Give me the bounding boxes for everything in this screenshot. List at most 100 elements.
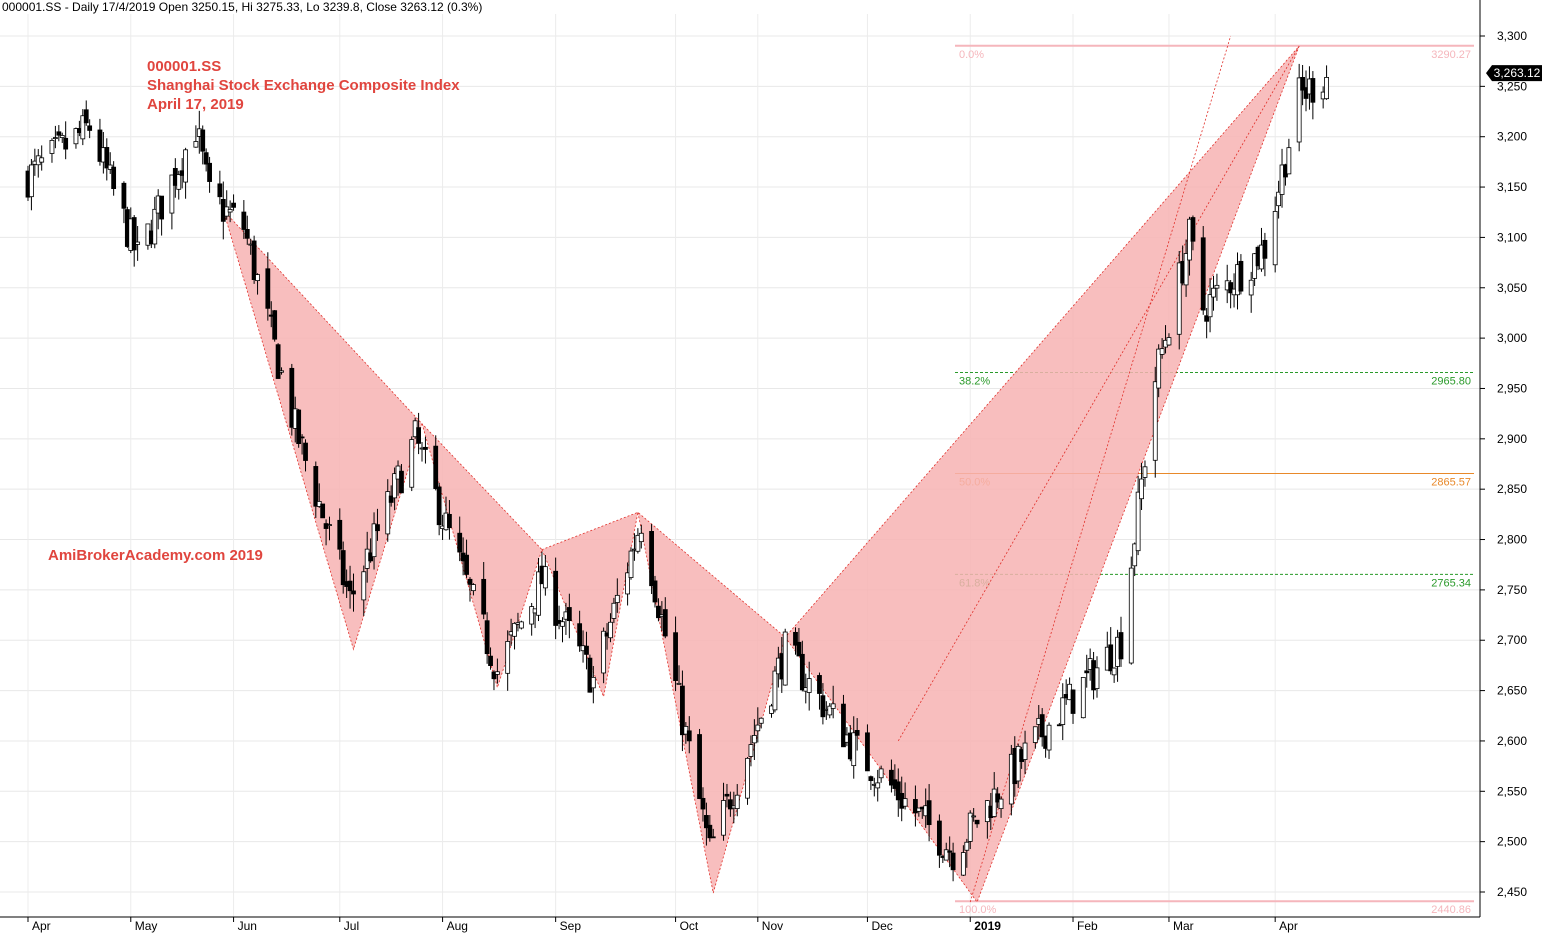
candle-body — [289, 367, 295, 428]
candle-body — [943, 849, 949, 861]
x-tick-label: Dec — [871, 919, 892, 933]
x-tick-label: 2019 — [974, 919, 1001, 933]
fib-value-label: 2865.57 — [1431, 476, 1471, 488]
candle-body — [638, 532, 644, 543]
candle-body — [347, 580, 353, 592]
candle-body — [751, 735, 757, 744]
candle-body — [936, 820, 942, 856]
candle-body — [960, 852, 966, 876]
candle-body — [1300, 77, 1305, 91]
candle-body — [974, 819, 980, 825]
fib-value-label: 2765.34 — [1431, 577, 1471, 589]
candle-body — [1276, 191, 1282, 207]
candle-body — [484, 620, 490, 655]
harmonic-pattern — [222, 35, 1300, 903]
y-tick-label: 3,000 — [1497, 331, 1527, 345]
candle-body — [1139, 478, 1144, 500]
y-tick-label: 3,050 — [1497, 281, 1527, 295]
candle-body — [29, 164, 34, 198]
header-info: 000001.SS - Daily 17/4/2019 Open 3250.15… — [2, 0, 483, 14]
candle-body — [512, 622, 517, 637]
candle-body — [83, 109, 89, 124]
x-tick-label: Oct — [680, 919, 699, 933]
candle-body — [793, 631, 798, 646]
candle-body — [971, 815, 977, 818]
candle-body — [241, 211, 247, 230]
candle-body — [111, 166, 117, 189]
candle-body — [1111, 667, 1117, 676]
candle-body — [758, 717, 764, 724]
candle-body — [1135, 491, 1141, 552]
candle-body — [865, 732, 870, 772]
candle-body — [1296, 77, 1302, 143]
candle-body — [39, 157, 45, 163]
candle-body — [542, 566, 548, 589]
y-tick-label: 2,450 — [1497, 885, 1527, 899]
candle-body — [488, 655, 493, 666]
candle-body — [193, 141, 199, 148]
candle-body — [851, 732, 857, 767]
candle-body — [1152, 381, 1158, 461]
candle-body — [59, 135, 65, 138]
candle-body — [313, 466, 319, 507]
y-tick-label: 2,900 — [1497, 432, 1527, 446]
y-tick-label: 2,950 — [1497, 381, 1527, 395]
candle-body — [1262, 239, 1268, 259]
candle-body — [56, 131, 62, 136]
candle-body — [1286, 147, 1292, 175]
x-tick-label: Sep — [560, 919, 582, 933]
candle-body — [1238, 260, 1244, 292]
y-tick-label: 3,300 — [1497, 29, 1527, 43]
candle-body — [895, 781, 901, 801]
candle-body — [806, 678, 812, 693]
candle-body — [536, 571, 541, 616]
candle-body — [1228, 282, 1234, 294]
candle-body — [375, 524, 380, 532]
candle-body — [303, 442, 308, 461]
candle-body — [399, 470, 404, 494]
candle-body — [913, 799, 918, 814]
candle-body — [1214, 284, 1220, 289]
candle-body — [1190, 217, 1196, 242]
candle-body — [471, 584, 476, 592]
x-tick-label: Feb — [1077, 919, 1098, 933]
candle-body — [207, 162, 212, 182]
candle-body — [392, 473, 398, 499]
candle-body — [52, 137, 58, 139]
x-tick-label: Jun — [238, 919, 257, 933]
candle-body — [868, 776, 874, 782]
candle-body — [697, 734, 702, 799]
candle-body — [457, 532, 463, 553]
candle-body — [97, 129, 103, 162]
candle-body — [152, 208, 158, 245]
candle-body — [1084, 670, 1090, 674]
candle-body — [649, 531, 654, 587]
y-tick-label: 2,850 — [1497, 482, 1527, 496]
fib-pct-label: 0.0% — [959, 49, 984, 61]
candle-body — [505, 641, 511, 674]
y-tick-label: 2,750 — [1497, 583, 1527, 597]
candle-body — [553, 570, 559, 626]
candle-body — [755, 724, 761, 732]
candle-body — [1200, 237, 1206, 311]
candle-body — [447, 513, 452, 529]
candle-body — [131, 217, 137, 251]
x-tick-label: May — [135, 919, 158, 933]
candle-body — [409, 439, 415, 488]
annotation-ticker: 000001.SS — [147, 58, 222, 75]
candle-body — [255, 274, 260, 281]
candle-body — [272, 310, 278, 340]
y-tick-label: 2,800 — [1497, 533, 1527, 547]
candles — [25, 63, 1329, 882]
candle-body — [275, 344, 281, 379]
candle-body — [169, 174, 175, 214]
x-tick-label: Mar — [1173, 919, 1194, 933]
candle-body — [1132, 543, 1138, 567]
candle-body — [217, 183, 223, 198]
candle-body — [135, 241, 141, 245]
candle-body — [416, 427, 421, 444]
candle-body — [991, 788, 997, 817]
candle-body — [601, 630, 607, 674]
candle-body — [1015, 745, 1021, 782]
